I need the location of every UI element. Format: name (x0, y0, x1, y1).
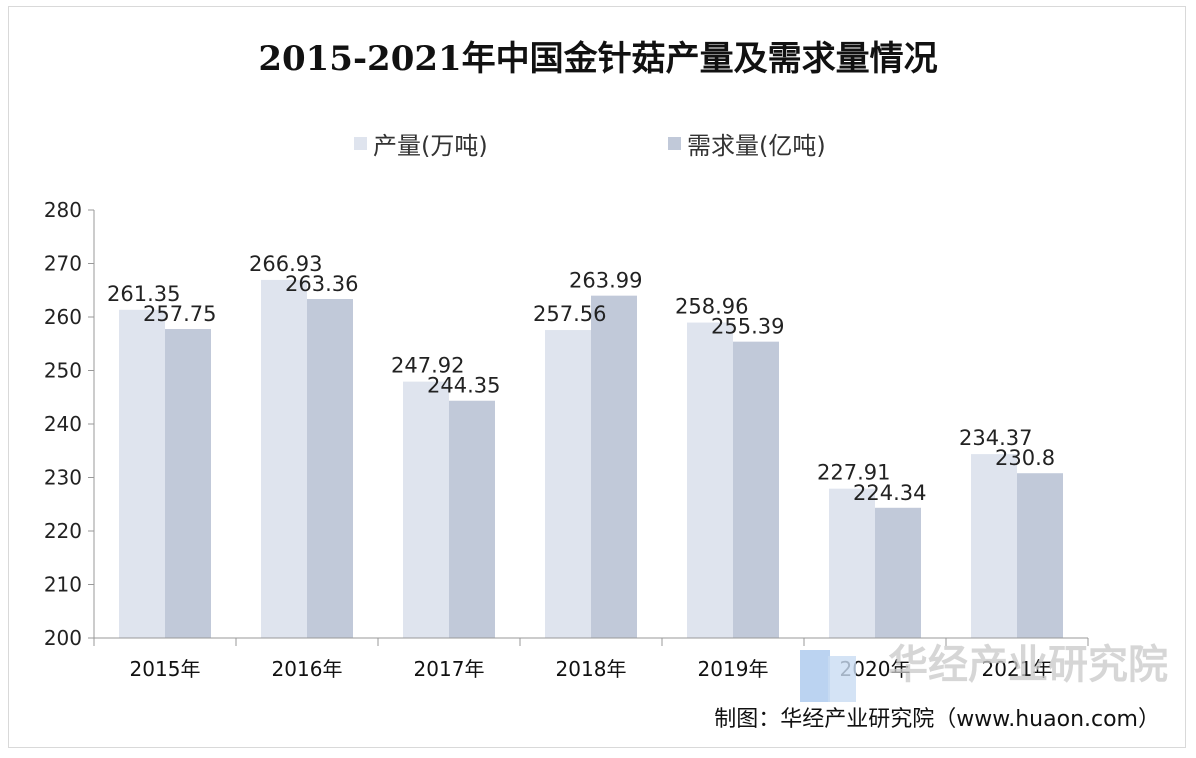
watermark-text: 华经产业研究院 (888, 642, 1168, 688)
data-label-production: 227.91 (817, 461, 890, 485)
bar-demand (875, 507, 921, 638)
y-tick-label: 260 (44, 305, 82, 329)
data-label-production: 258.96 (675, 295, 748, 319)
bar-production (829, 488, 875, 638)
data-label-production: 247.92 (391, 354, 464, 378)
x-tick-label: 2017年 (414, 657, 485, 681)
data-label-production: 266.93 (249, 252, 322, 276)
data-label-demand: 257.75 (143, 302, 216, 326)
y-tick-label: 220 (44, 519, 82, 543)
data-label-demand: 224.34 (853, 481, 926, 505)
bar-demand (1017, 473, 1063, 638)
y-tick-label: 200 (44, 626, 82, 650)
data-label-demand: 263.99 (569, 269, 642, 293)
legend: 产量(万吨) 需求量(亿吨) (354, 132, 826, 160)
data-label-production: 257.56 (533, 302, 606, 326)
bar-production (971, 454, 1017, 638)
data-label-demand: 263.36 (285, 272, 358, 296)
legend-label-demand: 需求量(亿吨) (687, 132, 826, 160)
watermark-logo-right (828, 656, 856, 702)
y-tick-label: 230 (44, 466, 82, 490)
y-tick-label: 270 (44, 252, 82, 276)
bar-demand (307, 299, 353, 638)
bar-production (261, 279, 307, 638)
data-label-demand: 244.35 (427, 374, 500, 398)
x-tick-label: 2019年 (698, 657, 769, 681)
chart-title: 2015-2021年中国金针菇产量及需求量情况 (258, 39, 937, 79)
data-label-production: 234.37 (959, 426, 1032, 450)
x-tick-label: 2016年 (272, 657, 343, 681)
watermark-logo-left (800, 650, 830, 702)
bar-production (119, 309, 165, 638)
x-tick-label: 2015年 (130, 657, 201, 681)
bar-production (687, 322, 733, 638)
y-tick-label: 210 (44, 573, 82, 597)
legend-label-production: 产量(万吨) (373, 132, 488, 160)
y-tick-label: 250 (44, 359, 82, 383)
bar-production (403, 381, 449, 638)
x-tick-label: 2018年 (556, 657, 627, 681)
bar-demand (591, 295, 637, 638)
legend-swatch-production (354, 137, 367, 150)
bar-demand (733, 341, 779, 638)
data-label-demand: 230.8 (995, 446, 1055, 470)
data-label-production: 261.35 (107, 282, 180, 306)
bar-production (545, 330, 591, 638)
y-tick-label: 280 (44, 198, 82, 222)
watermark: 华经产业研究院 (800, 642, 1168, 702)
source-note: 制图：华经产业研究院（www.huaon.com） (714, 707, 1160, 732)
y-tick-label: 240 (44, 412, 82, 436)
data-label-demand: 255.39 (711, 315, 784, 339)
bar-demand (165, 329, 211, 638)
x-tick-label: 2021年 (982, 657, 1053, 681)
legend-swatch-demand (668, 137, 681, 150)
bar-demand (449, 400, 495, 638)
